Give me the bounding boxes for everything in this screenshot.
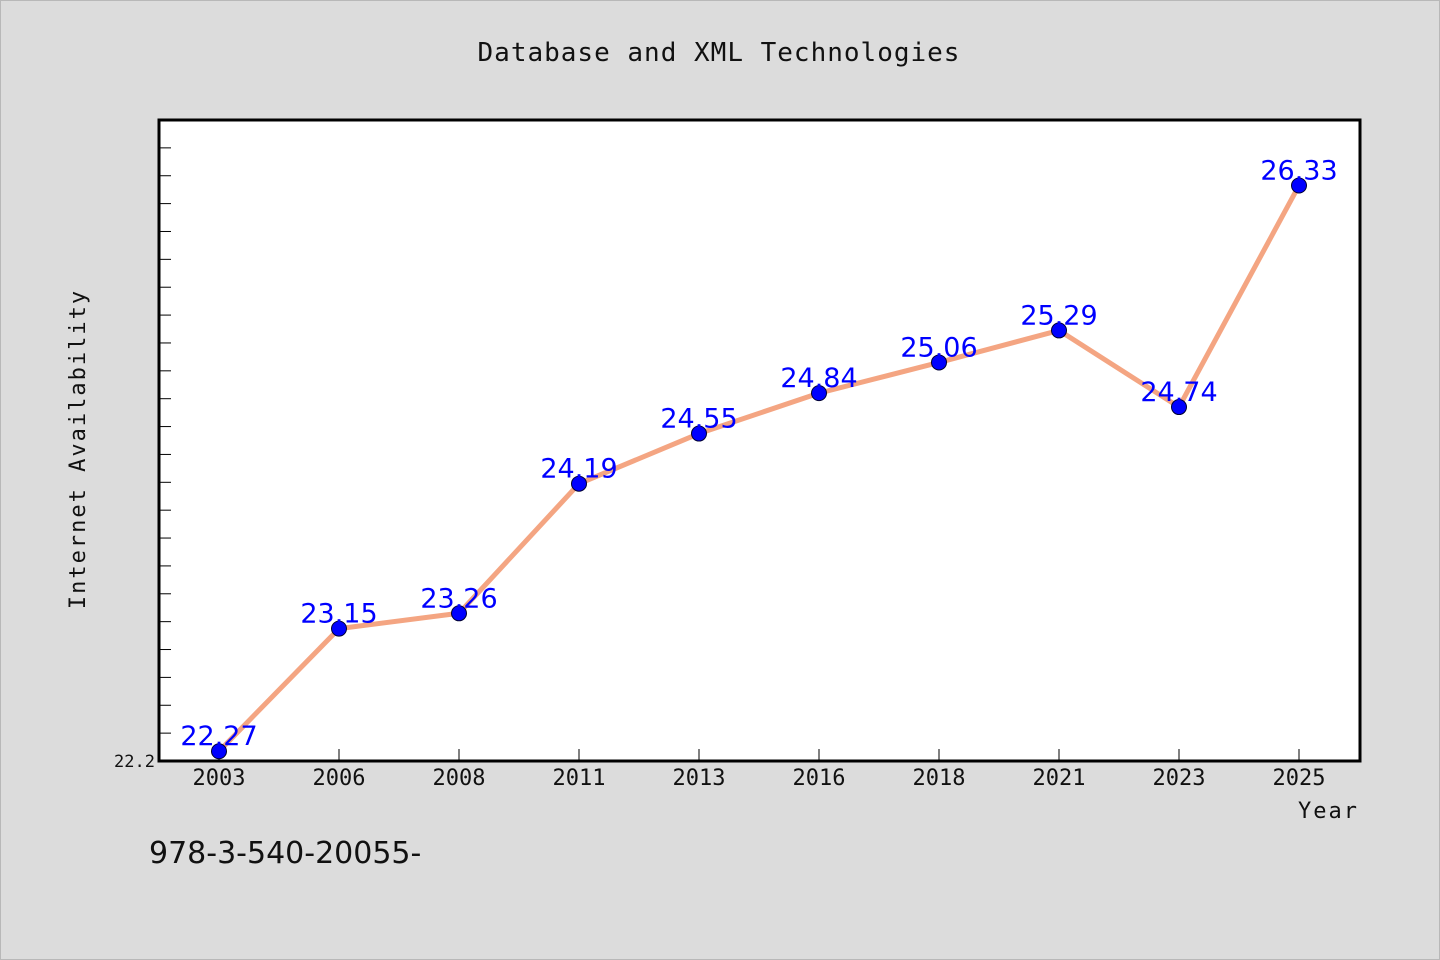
data-label: 26.33 <box>1260 155 1337 186</box>
x-axis-tick-label: 2023 <box>1153 766 1206 791</box>
series-line-group <box>216 182 1302 754</box>
data-point-marker <box>211 743 227 760</box>
x-axis-tick-label: 2018 <box>913 766 966 791</box>
x-axis-tick-label: 2008 <box>433 766 486 791</box>
data-label: 24.84 <box>780 363 857 394</box>
footer-text: 978-3-540-20055- <box>149 836 421 871</box>
x-axis-tick-label: 2016 <box>793 766 846 791</box>
data-labels-group: 22.27 23.15 23.26 24.19 24.55 24.84 25.06 25.29… <box>180 155 1337 752</box>
x-axis-label: Year <box>1298 799 1359 824</box>
x-axis-tick-label: 2006 <box>313 766 366 791</box>
x-axis-tick-label: 2021 <box>1033 766 1086 791</box>
plot-area <box>157 118 1362 763</box>
data-point-marker <box>691 425 707 442</box>
x-axis-tick-label: 2011 <box>553 766 606 791</box>
data-label: 23.26 <box>420 583 497 614</box>
data-label: 24.74 <box>1140 377 1217 408</box>
y-axis-tick-labels: 22.2 <box>114 752 155 772</box>
data-point-marker <box>331 620 347 637</box>
data-point-marker <box>931 354 947 371</box>
series-line <box>216 182 1302 754</box>
data-point-marker <box>571 475 587 492</box>
series-markers-group <box>211 177 1307 760</box>
x-axis-tick-labels: 2003 2006 2008 2011 2013 2016 2018 2021 2023 2025 <box>193 766 1326 791</box>
data-label: 24.19 <box>540 454 617 485</box>
data-point-marker <box>1291 177 1307 194</box>
data-point-marker <box>451 605 467 622</box>
y-axis-tick-label: 22.2 <box>114 752 155 772</box>
data-label: 25.06 <box>900 332 977 363</box>
data-point-marker <box>1051 322 1067 339</box>
x-axis-tick-label: 2003 <box>193 766 246 791</box>
x-axis-tick-label: 2013 <box>673 766 726 791</box>
data-label: 25.29 <box>1020 300 1097 331</box>
data-point-marker <box>811 385 827 402</box>
x-axis-tick-label: 2025 <box>1273 766 1326 791</box>
data-label: 22.27 <box>180 721 257 752</box>
y-axis-label: Internet Availability <box>66 289 91 609</box>
y-axis-ticks <box>159 147 171 734</box>
data-label: 23.15 <box>300 599 377 630</box>
data-label: 24.55 <box>660 404 737 435</box>
data-point-marker <box>1171 399 1187 416</box>
chart-title: Database and XML Technologies <box>478 38 961 68</box>
